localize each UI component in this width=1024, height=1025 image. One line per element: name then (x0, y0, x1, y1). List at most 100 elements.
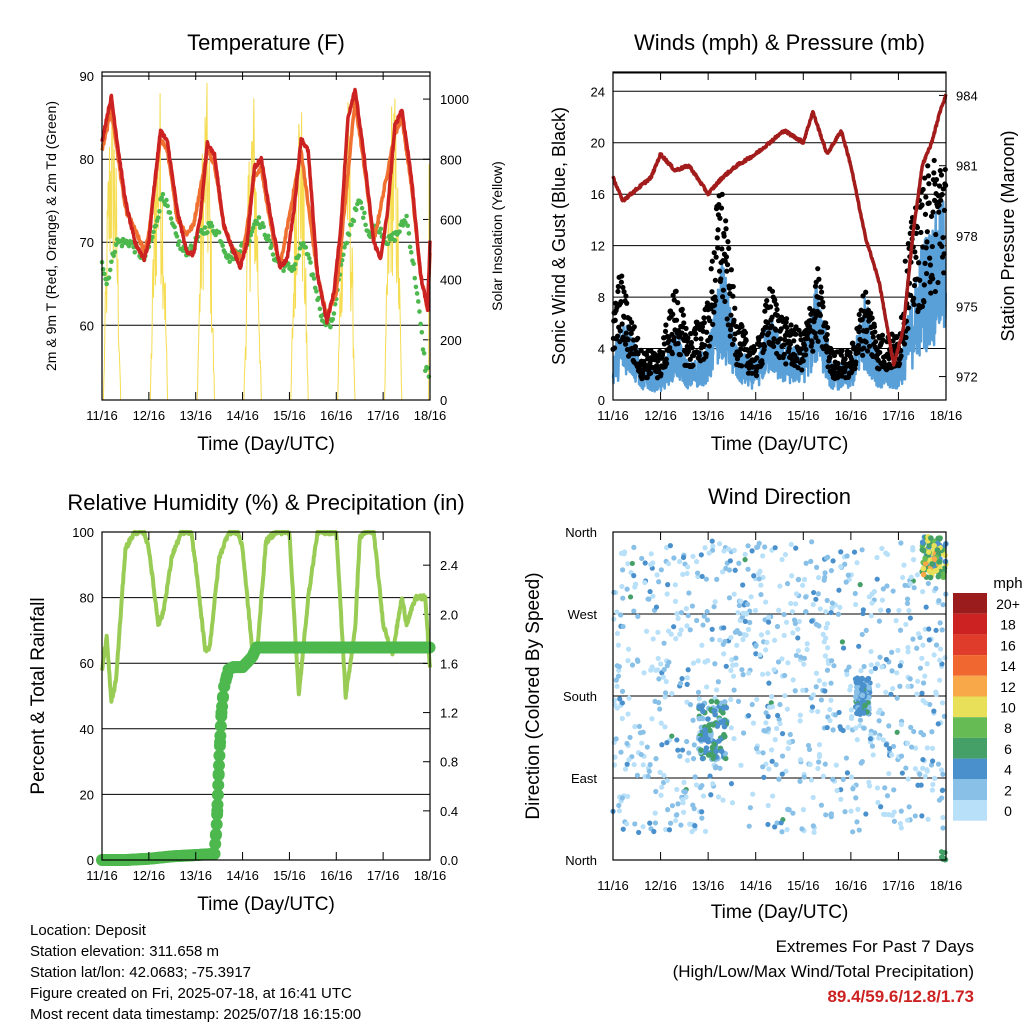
point-direction (775, 712, 781, 719)
point-direction (783, 768, 789, 774)
point-gust (870, 334, 876, 340)
x-tick-label: 13/16 (692, 878, 725, 893)
point-direction (921, 547, 927, 554)
point-direction (903, 621, 909, 628)
point-gust (813, 334, 819, 340)
point-direction (616, 808, 622, 814)
point-direction (779, 556, 785, 563)
x-tick-label: 15/16 (273, 408, 306, 423)
point-direction (764, 639, 770, 645)
point-direction (922, 556, 928, 562)
point-direction (664, 777, 670, 784)
point-direction (852, 694, 859, 700)
point-direction (656, 676, 662, 682)
point-gust (799, 367, 805, 373)
point-direction (825, 645, 831, 651)
point-direction (782, 552, 789, 558)
point-direction (710, 543, 716, 549)
plot-frame (612, 71, 947, 401)
point-direction (640, 824, 646, 830)
extremes-subtitle: (High/Low/Max Wind/Total Precipitation) (672, 962, 974, 981)
point-direction (728, 781, 735, 787)
point-direction (662, 694, 668, 700)
point-gust (666, 337, 672, 343)
y-right-tick-label: 0.0 (440, 853, 458, 868)
y-right-tick-label: 0.4 (440, 804, 458, 819)
point-direction (836, 709, 842, 716)
point-direction (939, 795, 945, 801)
point-direction (662, 724, 668, 730)
x-tick-label: 15/16 (273, 868, 306, 883)
point-direction (910, 547, 916, 553)
point-direction (678, 627, 684, 633)
point-direction (844, 770, 851, 776)
x-tick-label: 14/16 (226, 868, 259, 883)
point-direction (620, 826, 626, 832)
point-direction (740, 636, 746, 643)
colorbar-label: 12 (1000, 679, 1016, 695)
point-direction (801, 661, 807, 667)
point-direction (685, 612, 691, 619)
y-tick-label: 40 (80, 722, 94, 737)
point-direction (898, 722, 905, 728)
point-dewpoint (107, 267, 113, 273)
point-direction (662, 690, 669, 696)
point-direction (922, 560, 929, 567)
point-direction (744, 601, 751, 607)
point-gust (711, 250, 717, 256)
point-direction (878, 607, 884, 613)
point-direction (805, 742, 812, 749)
point-direction (658, 792, 664, 798)
point-direction (795, 635, 801, 641)
point-direction (661, 666, 667, 673)
point-gust (941, 270, 947, 276)
point-direction (890, 685, 896, 692)
point-direction (929, 787, 936, 793)
point-direction (800, 687, 806, 693)
point-gust (730, 293, 736, 299)
point-direction (664, 663, 670, 669)
point-dewpoint (160, 191, 166, 197)
point-gust (756, 337, 762, 343)
point-direction (699, 809, 705, 815)
point-direction (612, 754, 618, 760)
point-direction (784, 581, 791, 587)
point-precip (214, 720, 227, 733)
point-gust (725, 239, 731, 245)
point-gust (913, 230, 919, 236)
point-dewpoint (403, 220, 408, 225)
point-direction (729, 657, 735, 663)
y-right-tick-label: 2.0 (440, 607, 458, 622)
colorbar-swatch (953, 800, 987, 821)
plot-frame (101, 71, 431, 401)
panel-1: Temperature (F) 60 70 80 90 0 200 400 600 800 1000… (43, 30, 505, 455)
point-direction (848, 808, 854, 814)
point-direction (885, 551, 891, 558)
point-direction (796, 618, 802, 625)
point-gust (701, 315, 707, 321)
point-direction (905, 644, 911, 651)
y-tick-label: 0 (598, 393, 605, 408)
point-gust (838, 352, 844, 358)
point-direction (884, 793, 891, 799)
point-direction (914, 572, 920, 578)
point-direction (890, 588, 896, 594)
point-gust (924, 229, 930, 235)
point-gust (777, 336, 784, 342)
extremes-box: Extremes For Past 7 Days (High/Low/Max W… (673, 934, 974, 1009)
point-direction (619, 583, 625, 590)
point-direction (929, 745, 936, 751)
point-gust (853, 359, 859, 365)
point-direction (861, 683, 867, 689)
location-text: Location: Deposit (30, 922, 146, 939)
y-tick-label: 20 (80, 787, 94, 802)
point-direction (875, 682, 881, 689)
point-direction (792, 620, 798, 627)
point-direction (901, 562, 907, 568)
point-gust (936, 183, 943, 189)
point-direction (848, 683, 854, 689)
point-direction (779, 771, 785, 777)
point-direction (786, 739, 792, 745)
x-tick-label: 12/16 (133, 408, 166, 423)
point-gust (773, 327, 779, 333)
